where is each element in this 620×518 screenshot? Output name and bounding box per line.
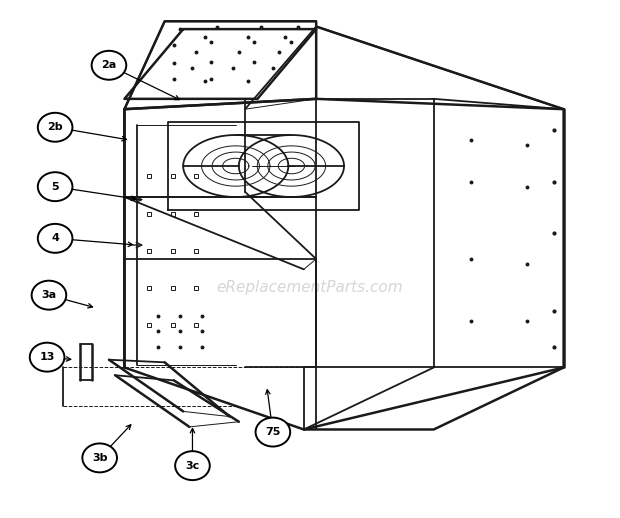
Circle shape: [175, 451, 210, 480]
Circle shape: [32, 281, 66, 310]
Circle shape: [38, 172, 73, 201]
Text: 75: 75: [265, 427, 281, 437]
Circle shape: [38, 224, 73, 253]
Text: 13: 13: [40, 352, 55, 362]
Circle shape: [82, 443, 117, 472]
Text: 3a: 3a: [42, 290, 56, 300]
Text: 4: 4: [51, 233, 59, 243]
Text: 3c: 3c: [185, 461, 200, 471]
Text: 5: 5: [51, 182, 59, 192]
Circle shape: [92, 51, 126, 80]
Circle shape: [30, 343, 64, 371]
Circle shape: [255, 418, 290, 447]
Text: 3b: 3b: [92, 453, 107, 463]
Text: 2a: 2a: [101, 60, 117, 70]
Text: eReplacementParts.com: eReplacementParts.com: [216, 280, 404, 295]
Text: 2b: 2b: [47, 122, 63, 132]
Circle shape: [38, 113, 73, 142]
